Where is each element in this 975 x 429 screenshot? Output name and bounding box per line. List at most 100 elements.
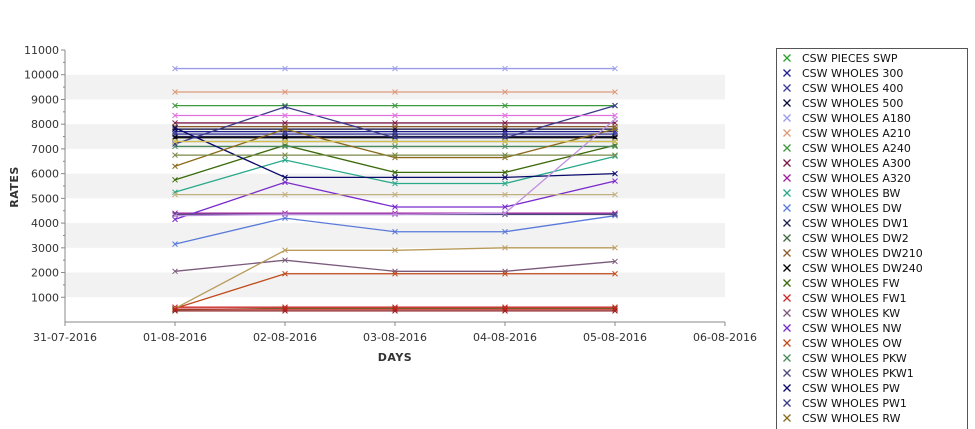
series-20 <box>172 143 618 150</box>
series-32 <box>172 306 618 312</box>
legend-frame <box>776 48 968 429</box>
data-point <box>502 210 508 217</box>
series-26 <box>172 112 618 119</box>
y-tick-label: 9000 <box>31 93 59 106</box>
data-point <box>392 112 398 119</box>
data-point <box>172 306 178 312</box>
data-point <box>612 211 618 218</box>
legend-marker <box>783 279 791 287</box>
data-point <box>502 169 508 176</box>
legend-marker <box>783 99 791 107</box>
legend-marker <box>783 174 791 182</box>
legend-entry: CSW WHOLES DW240 <box>802 262 923 275</box>
data-point <box>502 270 508 277</box>
data-point <box>612 306 618 312</box>
x-tick-label: 04-08-2016 <box>473 331 537 344</box>
data-point <box>612 178 618 184</box>
series-30 <box>172 152 618 158</box>
series-25 <box>172 244 618 312</box>
data-point <box>172 163 178 170</box>
data-point <box>392 126 398 132</box>
data-point <box>282 211 288 218</box>
series-10 <box>172 212 618 247</box>
y-tick-label: 11000 <box>24 44 59 57</box>
data-point <box>282 247 288 254</box>
data-point <box>282 179 288 186</box>
data-point <box>392 174 398 181</box>
data-point <box>502 228 508 235</box>
data-point <box>502 65 508 72</box>
legend-marker <box>783 54 791 62</box>
data-point <box>392 306 398 312</box>
data-point <box>612 116 618 123</box>
data-point <box>282 306 288 312</box>
data-point <box>172 89 178 95</box>
data-point <box>172 241 178 247</box>
data-point <box>612 89 618 95</box>
x-axis-title: DAYS <box>378 351 412 364</box>
x-axis: 31-07-2016 01-08-2016 02-08-2016 03-08-2016… <box>33 321 757 344</box>
data-point <box>502 180 508 187</box>
legend-marker <box>783 219 791 227</box>
legend-entry: CSW WHOLES PW1 <box>802 397 907 410</box>
legend-marker <box>783 414 791 422</box>
data-point <box>392 89 398 95</box>
data-point <box>502 126 508 132</box>
data-point <box>502 244 508 251</box>
data-point <box>172 176 178 183</box>
y-axis: 1000 2000 3000 4000 5000 6000 7000 8000 9000 1000… <box>24 44 66 322</box>
data-point <box>172 138 178 145</box>
legend-marker <box>783 369 791 377</box>
series-5 <box>172 89 618 95</box>
y-tick-label: 3000 <box>31 242 59 255</box>
series-line <box>174 259 616 272</box>
data-point <box>502 138 508 145</box>
data-point <box>612 152 618 158</box>
data-point <box>502 174 508 181</box>
data-point <box>392 270 398 277</box>
legend-entry: CSW WHOLES DW1 <box>802 217 909 230</box>
data-point <box>392 169 398 176</box>
data-point <box>502 154 508 161</box>
data-point <box>502 128 508 135</box>
grid-bands <box>65 74 725 298</box>
legend-entry: CSW WHOLES 400 <box>802 82 903 95</box>
data-point <box>172 143 178 150</box>
legend-entry: CSW WHOLES DW <box>802 202 902 215</box>
data-point <box>502 112 508 119</box>
data-point <box>172 102 178 109</box>
legend-entry: CSW WHOLES PW <box>802 382 900 395</box>
grid-band <box>65 223 725 248</box>
legend-marker <box>783 69 791 77</box>
x-tick-label: 06-08-2016 <box>693 331 757 344</box>
series-17 <box>172 257 618 275</box>
legend-entry: CSW WHOLES DW210 <box>802 247 923 260</box>
legend-marker <box>783 264 791 272</box>
legend-entry: CSW WHOLES A300 <box>802 157 911 170</box>
data-point <box>502 204 508 210</box>
data-point <box>282 152 288 158</box>
legend-entry: CSW WHOLES BW <box>802 187 901 200</box>
grid-band <box>65 74 725 100</box>
legend-entry: CSW WHOLES PKW <box>802 352 907 365</box>
series-layer <box>172 65 618 314</box>
data-point <box>612 138 618 145</box>
data-point <box>172 65 178 72</box>
data-point <box>502 306 508 312</box>
data-point <box>282 123 288 130</box>
y-tick-label: 8000 <box>31 118 59 131</box>
legend-marker <box>783 144 791 152</box>
data-point <box>612 191 618 198</box>
data-point <box>502 143 508 150</box>
series-6 <box>172 102 618 109</box>
legend-marker <box>783 339 791 347</box>
data-point <box>282 112 288 119</box>
legend-marker <box>783 84 791 92</box>
series-16 <box>172 304 618 311</box>
legend-entry: CSW WHOLES 500 <box>802 97 903 110</box>
data-point <box>612 65 618 72</box>
data-point <box>172 152 178 158</box>
legend-entry: CSW WHOLES A240 <box>802 142 911 155</box>
data-point <box>502 89 508 95</box>
